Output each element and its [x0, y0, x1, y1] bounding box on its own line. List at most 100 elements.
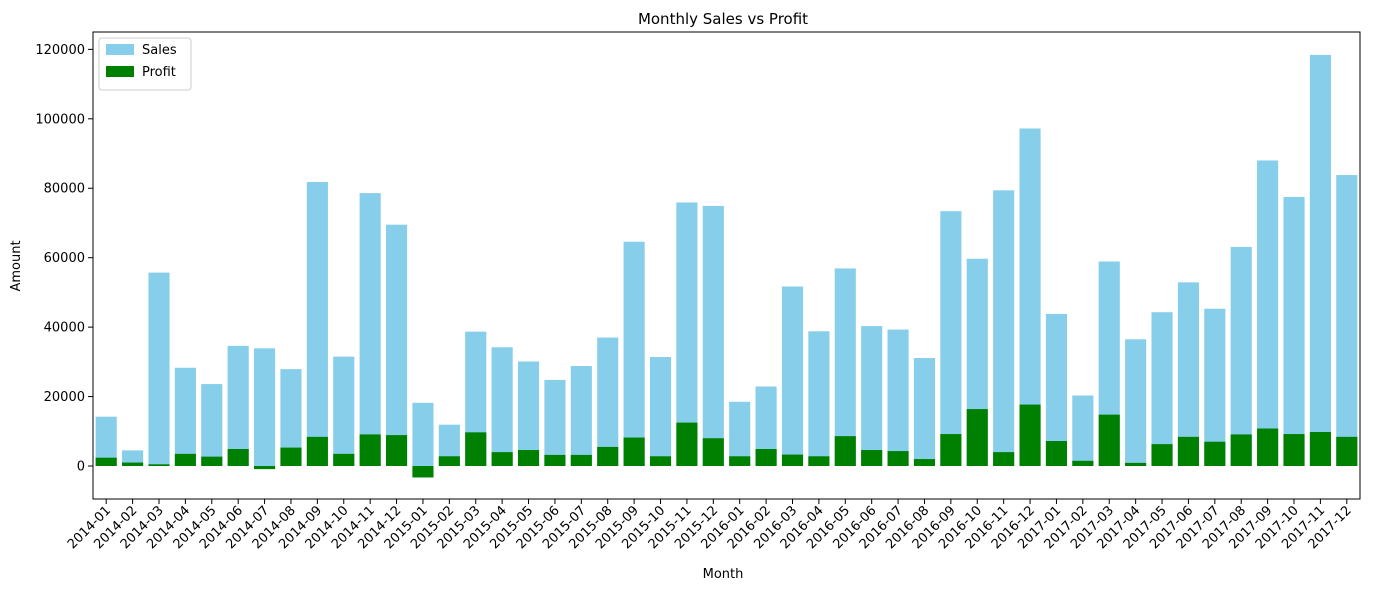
sales-bar-2016-03 [781, 286, 804, 467]
sales-bar-2015-09 [623, 241, 645, 467]
profit-bar-2015-10 [649, 456, 672, 467]
profit-bar-2015-08 [597, 446, 619, 467]
profit-bar-2015-01 [412, 466, 434, 478]
profit-bar-2014-04 [174, 453, 196, 467]
y-tick-label: 80000 [44, 182, 85, 197]
y-tick-label: 20000 [44, 390, 85, 405]
profit-bar-2015-03 [465, 432, 487, 467]
legend-swatch-sales [106, 44, 134, 55]
sales-bar-2017-02 [1072, 395, 1094, 467]
sales-bar-2015-12 [702, 205, 724, 467]
sales-bar-2014-02 [122, 450, 144, 467]
profit-bar-2016-11 [993, 452, 1015, 467]
profit-bar-2015-07 [570, 454, 592, 467]
profit-bar-2015-09 [623, 437, 645, 467]
profit-bar-2016-05 [834, 436, 856, 467]
sales-bar-2016-11 [993, 190, 1015, 467]
profit-bar-2016-09 [940, 434, 962, 467]
profit-bar-2017-11 [1309, 431, 1331, 467]
sales-bar-2015-06 [544, 379, 566, 467]
legend-label-profit: Profit [142, 65, 176, 80]
y-tick-label: 100000 [35, 112, 85, 127]
profit-bar-2014-12 [385, 435, 408, 467]
profit-bar-2017-10 [1283, 434, 1305, 467]
y-axis-title: Amount [9, 240, 24, 291]
sales-bar-2016-08 [913, 358, 936, 467]
sales-bar-2015-07 [570, 366, 592, 467]
sales-bar-2015-08 [597, 337, 619, 467]
sales-bar-2015-05 [517, 361, 540, 467]
profit-bar-2015-04 [491, 452, 513, 467]
sales-bar-2017-10 [1283, 196, 1305, 467]
legend-label-sales: Sales [142, 43, 177, 58]
profit-bar-2015-02 [438, 456, 460, 467]
profit-bar-2015-06 [544, 454, 566, 467]
profit-bar-2017-01 [1045, 441, 1068, 467]
profit-bar-2017-02 [1072, 460, 1094, 467]
profit-bar-2017-06 [1177, 436, 1199, 467]
profit-bar-2014-01 [95, 457, 117, 467]
sales-bar-2017-12 [1336, 175, 1358, 467]
y-tick-label: 40000 [44, 321, 85, 336]
sales-bar-2017-08 [1230, 246, 1252, 467]
sales-bar-2017-01 [1045, 313, 1068, 467]
sales-bar-2016-06 [861, 326, 883, 467]
sales-bar-2016-05 [834, 268, 856, 467]
sales-bar-2017-06 [1177, 282, 1199, 467]
sales-bar-2017-07 [1204, 308, 1226, 467]
sales-bar-2015-10 [649, 356, 672, 467]
sales-bar-2016-04 [808, 331, 830, 467]
sales-bar-2014-01 [95, 416, 117, 467]
sales-bar-2016-09 [940, 211, 962, 467]
sales-bar-2014-09 [306, 182, 328, 467]
sales-bar-2015-04 [491, 347, 513, 467]
profit-bar-2017-09 [1257, 428, 1279, 467]
sales-bar-2014-06 [227, 345, 249, 467]
profit-bar-2017-04 [1125, 462, 1147, 467]
sales-bar-2014-08 [280, 369, 302, 467]
plot-frame [92, 31, 1361, 500]
x-axis-ticks: 2014-012014-022014-032014-042014-052014-… [65, 499, 1355, 552]
sales-bar-2015-01 [412, 402, 434, 467]
profit-bar-2016-07 [887, 451, 909, 467]
profit-bar-2017-05 [1151, 444, 1173, 467]
profit-bars [95, 404, 1358, 478]
profit-bar-2014-06 [227, 449, 249, 467]
sales-bars [95, 54, 1358, 467]
sales-bar-2016-01 [729, 401, 751, 467]
profit-bar-2017-07 [1204, 441, 1226, 467]
sales-bar-2014-04 [174, 367, 196, 467]
y-tick-label: 60000 [44, 251, 85, 266]
chart-title: Monthly Sales vs Profit [638, 10, 808, 28]
profit-bar-2014-02 [122, 462, 144, 467]
sales-bar-2017-09 [1257, 160, 1279, 467]
legend-swatch-profit [106, 66, 134, 77]
sales-bar-2014-07 [254, 348, 276, 467]
sales-bar-2015-11 [676, 202, 698, 467]
y-tick-label: 120000 [35, 43, 85, 58]
profit-bar-2016-01 [729, 456, 751, 467]
profit-bar-2017-08 [1230, 434, 1252, 467]
profit-bar-2016-08 [913, 459, 936, 467]
profit-bar-2014-07 [254, 466, 276, 470]
sales-bar-2017-11 [1309, 54, 1331, 467]
sales-bar-2016-12 [1019, 128, 1041, 467]
sales-bar-2014-12 [385, 224, 408, 467]
sales-bar-2017-05 [1151, 312, 1173, 467]
profit-bar-2016-10 [966, 409, 988, 467]
x-axis-title: Month [703, 567, 744, 582]
profit-bar-2017-12 [1336, 436, 1358, 467]
profit-bar-2016-12 [1019, 404, 1041, 467]
sales-bar-2014-10 [333, 356, 355, 467]
profit-bar-2015-05 [517, 450, 540, 467]
profit-bar-2014-11 [359, 434, 381, 467]
profit-bar-2016-06 [861, 450, 883, 467]
profit-bar-2017-03 [1098, 414, 1120, 467]
sales-bar-2017-04 [1125, 339, 1147, 467]
profit-bar-2014-09 [306, 436, 328, 467]
sales-bar-2016-07 [887, 329, 909, 467]
sales-bar-2016-02 [755, 386, 777, 467]
sales-bar-2014-11 [359, 193, 381, 467]
profit-bar-2014-03 [148, 464, 170, 467]
